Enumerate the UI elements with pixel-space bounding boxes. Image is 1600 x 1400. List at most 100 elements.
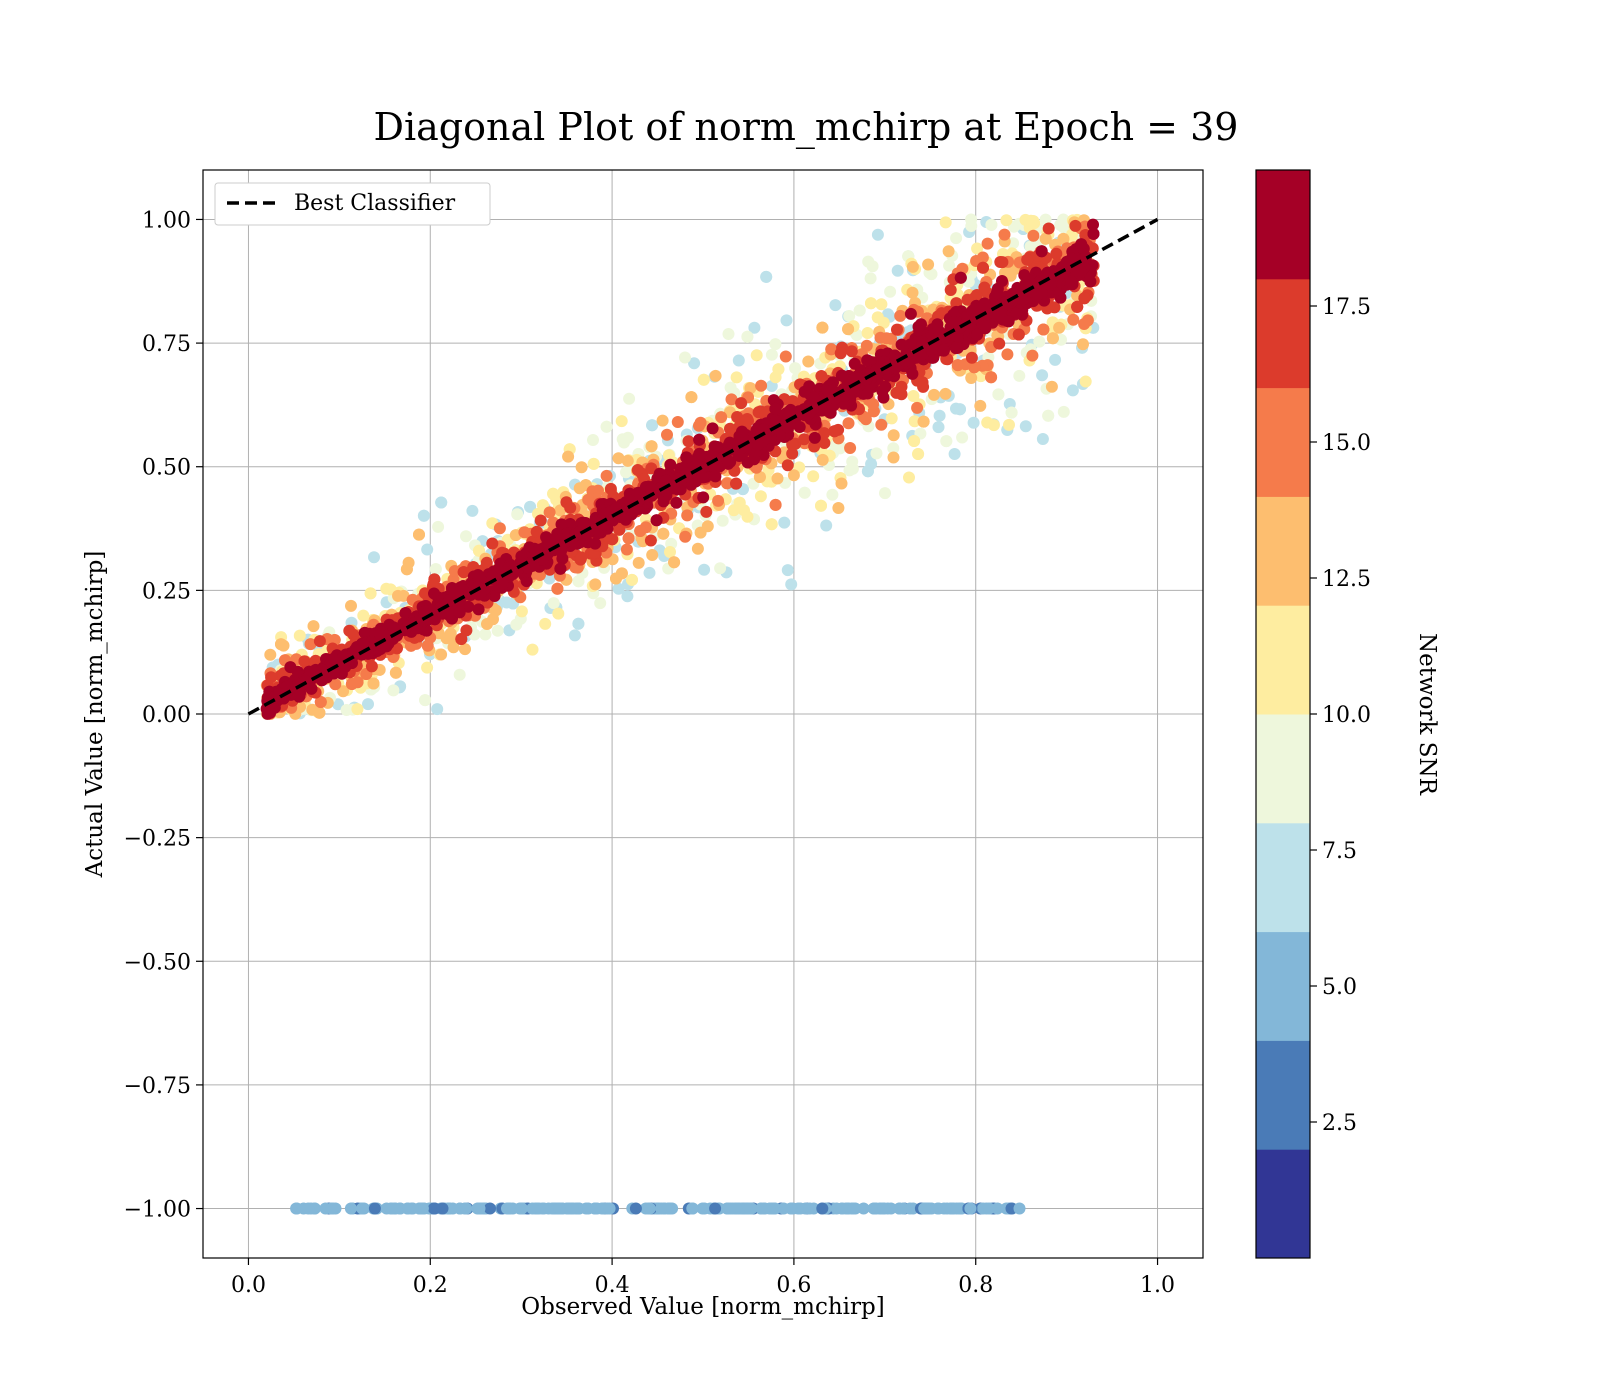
data-point <box>939 216 952 229</box>
data-point <box>1035 245 1048 258</box>
data-point <box>1054 218 1067 231</box>
data-point <box>486 537 499 550</box>
data-point <box>866 260 879 273</box>
data-point <box>306 703 319 716</box>
data-point <box>732 354 745 367</box>
data-point <box>679 351 691 364</box>
data-point <box>620 543 633 556</box>
data-point <box>967 416 980 429</box>
data-point <box>642 1202 655 1215</box>
data-point <box>697 471 709 484</box>
data-point <box>978 281 991 294</box>
data-point <box>626 573 638 586</box>
data-point <box>686 1202 699 1215</box>
data-point <box>956 431 969 444</box>
data-point <box>365 660 378 673</box>
data-point <box>644 534 657 547</box>
data-point <box>562 450 575 463</box>
colorbar-tick-label: 15.0 <box>1322 431 1371 456</box>
data-point <box>356 1202 369 1215</box>
data-point <box>887 442 900 455</box>
data-point <box>714 562 727 575</box>
data-point <box>979 320 992 333</box>
data-point <box>769 402 782 415</box>
data-point <box>1001 348 1014 361</box>
y-tick-label: −1.00 <box>124 1198 191 1223</box>
data-point <box>875 418 888 431</box>
data-point <box>845 345 858 358</box>
data-point <box>700 505 713 518</box>
data-point <box>1033 335 1046 348</box>
data-point <box>298 655 311 668</box>
data-point <box>552 607 565 620</box>
data-point <box>912 448 925 460</box>
data-point <box>362 698 374 711</box>
data-point <box>553 1202 566 1215</box>
data-point <box>646 549 659 561</box>
y-tick-label: −0.50 <box>124 950 191 975</box>
data-point <box>500 596 513 609</box>
data-point <box>1036 369 1049 382</box>
data-point <box>685 391 698 404</box>
data-point <box>646 419 659 432</box>
data-point <box>1049 353 1062 366</box>
data-point <box>670 496 683 509</box>
data-point <box>1042 222 1055 235</box>
x-tick-label: 1.0 <box>1140 1273 1175 1298</box>
data-point <box>711 441 724 453</box>
data-point <box>466 504 479 517</box>
data-point <box>730 477 743 490</box>
data-point <box>460 530 472 543</box>
data-point <box>576 516 589 529</box>
data-point <box>345 599 357 612</box>
data-point <box>709 470 722 483</box>
data-point <box>511 508 524 521</box>
data-point <box>844 442 857 454</box>
data-point <box>998 228 1011 241</box>
data-point <box>922 258 935 271</box>
data-point <box>908 435 921 447</box>
data-point <box>668 556 681 569</box>
data-point <box>808 440 821 453</box>
data-point <box>871 228 884 241</box>
data-point <box>1013 369 1026 382</box>
data-point <box>472 603 485 616</box>
data-point <box>339 660 352 673</box>
data-point <box>623 493 636 506</box>
data-point <box>950 232 963 245</box>
data-point <box>530 525 543 538</box>
data-point <box>682 435 695 448</box>
data-point <box>600 420 613 433</box>
data-point <box>771 472 784 485</box>
data-point <box>1065 275 1078 288</box>
x-tick-label: 0.0 <box>231 1273 266 1298</box>
data-point <box>1019 420 1032 433</box>
data-point <box>555 518 568 531</box>
data-point <box>971 242 984 255</box>
data-point <box>634 525 647 537</box>
data-point <box>853 304 866 317</box>
data-point <box>848 357 861 370</box>
data-point <box>709 1202 722 1215</box>
y-tick-label: 0.75 <box>142 332 191 357</box>
y-tick-label: 0.00 <box>142 703 191 728</box>
data-point <box>991 1202 1004 1215</box>
data-point <box>864 272 877 285</box>
data-point <box>460 624 473 637</box>
data-point <box>834 442 847 455</box>
data-point <box>778 516 791 529</box>
data-point <box>688 357 701 370</box>
data-point <box>1003 418 1015 431</box>
data-point <box>582 1202 595 1215</box>
chart-title: Diagonal Plot of norm_mchirp at Epoch = … <box>374 105 1239 150</box>
data-point <box>730 371 743 384</box>
data-point <box>951 330 964 343</box>
data-point <box>539 617 552 630</box>
data-point <box>453 668 466 681</box>
data-point <box>857 1202 870 1215</box>
y-tick-label: −0.75 <box>124 1074 191 1099</box>
data-point <box>802 355 815 368</box>
data-point <box>965 372 978 384</box>
colorbar-tick-label: 17.5 <box>1322 295 1371 320</box>
x-tick-label: 0.6 <box>776 1273 811 1298</box>
